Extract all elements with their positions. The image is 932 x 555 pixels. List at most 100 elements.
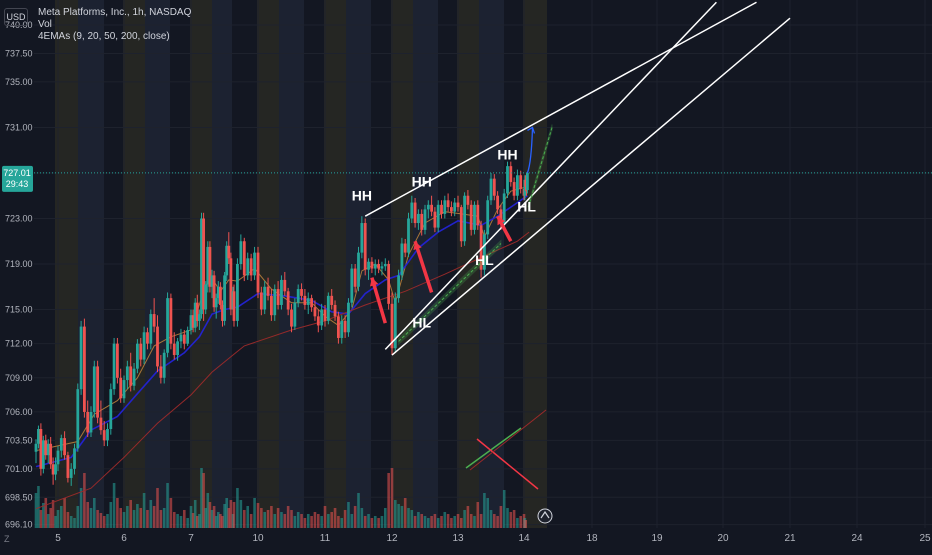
ema-label[interactable]: 4EMAs (9, 20, 50, 200, close)	[38, 31, 170, 42]
candle-body	[227, 245, 231, 259]
candle-body	[400, 243, 404, 276]
volume-bar	[317, 514, 320, 528]
volume-bar	[327, 514, 330, 528]
candle	[423, 204, 427, 235]
candle-body	[112, 343, 116, 390]
candle	[393, 292, 397, 353]
candle-body	[476, 204, 480, 226]
candle-body	[286, 291, 290, 310]
candle	[225, 241, 229, 282]
candle	[446, 193, 450, 212]
candle	[407, 212, 410, 258]
candle	[300, 283, 303, 301]
volume-bar	[446, 514, 450, 528]
symbol-title[interactable]: Meta Platforms, Inc., 1h, NASDAQ	[38, 7, 192, 18]
candle	[136, 339, 139, 374]
replay-icon[interactable]	[537, 508, 553, 524]
y-tick-label: 701.00	[5, 464, 33, 474]
volume-bar	[51, 500, 55, 528]
candle	[413, 198, 417, 228]
candle-body	[156, 326, 159, 367]
candle	[186, 326, 190, 346]
candle-body	[54, 464, 57, 475]
volume-ema	[469, 409, 547, 471]
candle-body	[469, 204, 473, 230]
volume-bar	[49, 508, 52, 528]
x-tick-label: 14	[518, 533, 530, 544]
x-tick-label: 24	[851, 533, 863, 544]
volume-bar	[119, 508, 122, 528]
candle	[323, 304, 327, 327]
candle	[333, 300, 337, 321]
candle-body	[387, 264, 391, 304]
candle-body	[306, 298, 310, 305]
x-tick-label: 6	[121, 533, 127, 544]
candle	[73, 443, 76, 475]
candle-body	[519, 175, 523, 189]
candle-body	[316, 316, 320, 326]
currency-button[interactable]: USD	[4, 8, 28, 26]
trendlines	[364, 1, 791, 356]
candle-body	[463, 195, 466, 242]
volume-bar	[132, 510, 136, 528]
volume-trend-up	[465, 427, 522, 469]
candle	[219, 282, 222, 310]
candle	[296, 284, 300, 308]
candle	[232, 284, 236, 327]
volume-bar	[390, 468, 394, 528]
channel-midline	[398, 243, 502, 342]
candle-body	[49, 443, 53, 465]
candle-body	[270, 295, 273, 316]
price-tag-value: 727.01	[3, 168, 31, 178]
x-axis: 5 6 7 10 11 12 13 14 18 19 20 21 24 25	[55, 533, 931, 544]
volume-bar	[214, 516, 218, 528]
candle	[253, 246, 256, 280]
candle-body	[390, 303, 394, 349]
volume-bar	[210, 510, 214, 528]
volume-bar	[460, 518, 463, 528]
candle-body	[466, 195, 470, 205]
volume-bar	[283, 514, 287, 528]
candle	[290, 303, 293, 333]
candle-body	[413, 202, 417, 224]
candle-body	[109, 389, 113, 429]
candle	[122, 375, 126, 403]
x-tick-label: 18	[586, 533, 598, 544]
candle-body	[73, 448, 76, 469]
candle	[191, 309, 195, 333]
volume-bars	[34, 468, 527, 528]
candle	[266, 277, 270, 301]
candle	[41, 435, 45, 474]
volume-bar	[236, 488, 239, 528]
green-channels	[398, 124, 553, 346]
candle	[259, 286, 263, 316]
volume-label[interactable]: Vol	[38, 19, 52, 30]
candle-body	[479, 225, 483, 270]
volume-bar	[509, 512, 513, 528]
candle	[303, 289, 307, 310]
candle-body	[326, 295, 330, 321]
x-tick-label: 13	[452, 533, 464, 544]
volume-bar	[363, 516, 367, 528]
y-tick-label: 735.00	[5, 77, 33, 87]
volume-bar	[330, 512, 333, 528]
y-tick-label: 715.00	[5, 305, 33, 315]
candle	[283, 271, 287, 296]
volume-bar	[253, 498, 256, 528]
volume-bar	[176, 514, 179, 528]
candle-body	[59, 438, 63, 451]
candle-body	[337, 316, 340, 338]
candle	[46, 439, 50, 464]
candle-body	[436, 204, 440, 228]
volume-bar	[102, 516, 106, 528]
candle	[229, 252, 233, 316]
candle-body	[149, 314, 153, 344]
candle-body	[169, 298, 173, 344]
candle	[523, 175, 527, 201]
candle-body	[202, 218, 205, 310]
volume-bar	[456, 514, 460, 528]
x-tick-label: 7	[188, 533, 194, 544]
candle	[450, 201, 453, 217]
pattern-label: HL	[517, 199, 536, 215]
